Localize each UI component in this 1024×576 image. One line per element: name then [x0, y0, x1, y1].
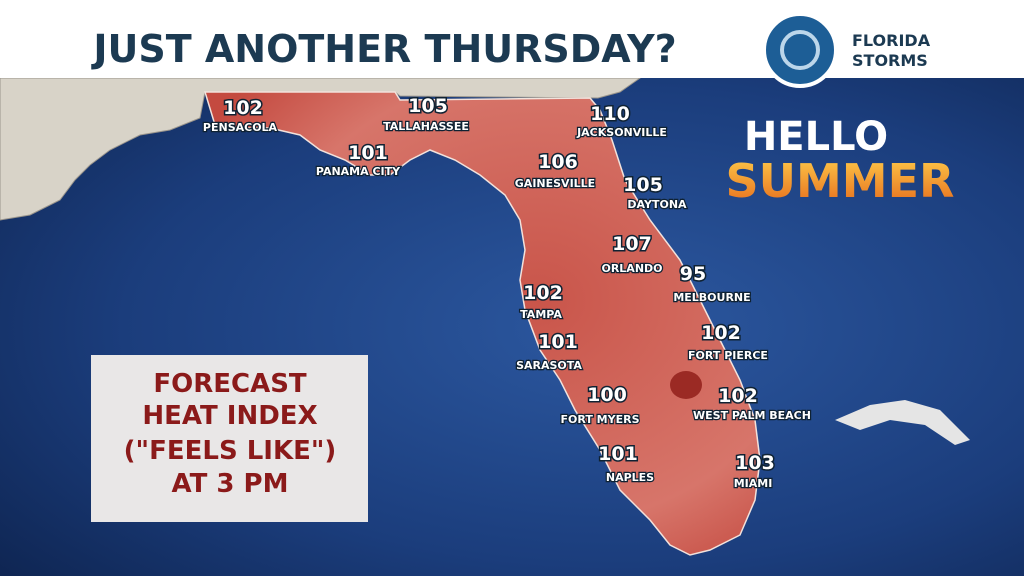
- city-name: JACKSONVILLE: [576, 126, 667, 139]
- info-line: ("FEELS LIKE"): [124, 436, 337, 466]
- info-line: FORECAST: [153, 369, 307, 399]
- city-value: 110: [590, 103, 630, 125]
- florida-heat-map: [203, 91, 761, 556]
- city-name: FORT MYERS: [561, 413, 640, 426]
- city-name: DAYTONA: [627, 198, 687, 211]
- city-value: 95: [680, 263, 706, 285]
- city-name: SARASOTA: [516, 359, 582, 372]
- city-name: MIAMI: [734, 477, 773, 490]
- city-value: 101: [348, 142, 388, 164]
- city-value: 102: [523, 282, 563, 304]
- cuba: [835, 400, 970, 445]
- city-name: FORT PIERCE: [688, 349, 768, 362]
- city-name: TALLAHASSEE: [383, 120, 469, 133]
- city-name: MELBOURNE: [673, 291, 750, 304]
- city-name: NAPLES: [606, 471, 654, 484]
- city-value: 102: [701, 322, 741, 344]
- header-band: [0, 0, 1024, 78]
- logo-swirl: [780, 30, 820, 70]
- logo-text: STORMS: [852, 51, 928, 70]
- city-value: 103: [735, 452, 775, 474]
- city-value: 101: [598, 443, 638, 465]
- city-value: 107: [612, 233, 652, 255]
- lake-okeechobee: [670, 371, 702, 399]
- city-name: GAINESVILLE: [515, 177, 595, 190]
- city-name: WEST PALM BEACH: [693, 409, 811, 422]
- city-name: PANAMA CITY: [316, 165, 401, 178]
- logo-icon: [762, 12, 838, 88]
- info-line: AT 3 PM: [172, 469, 289, 499]
- city-value: 100: [587, 384, 627, 406]
- land-north: [0, 77, 642, 221]
- banner-hello: HELLO: [744, 114, 888, 160]
- city-name: PENSACOLA: [203, 121, 278, 134]
- city-name: ORLANDO: [601, 262, 662, 275]
- title: JUST ANOTHER THURSDAY?: [90, 27, 676, 71]
- logo-text: FLORIDA: [852, 31, 931, 50]
- city-value: 102: [718, 385, 758, 407]
- city-value: 105: [623, 174, 663, 196]
- info-box: [91, 355, 368, 522]
- city-value: 106: [538, 151, 578, 173]
- city-value: 105: [408, 95, 448, 117]
- city-name: TAMPA: [520, 308, 562, 321]
- city-value: 101: [538, 331, 578, 353]
- banner-summer: SUMMER: [726, 154, 955, 208]
- info-line: HEAT INDEX: [142, 401, 317, 431]
- city-value: 102: [223, 97, 263, 119]
